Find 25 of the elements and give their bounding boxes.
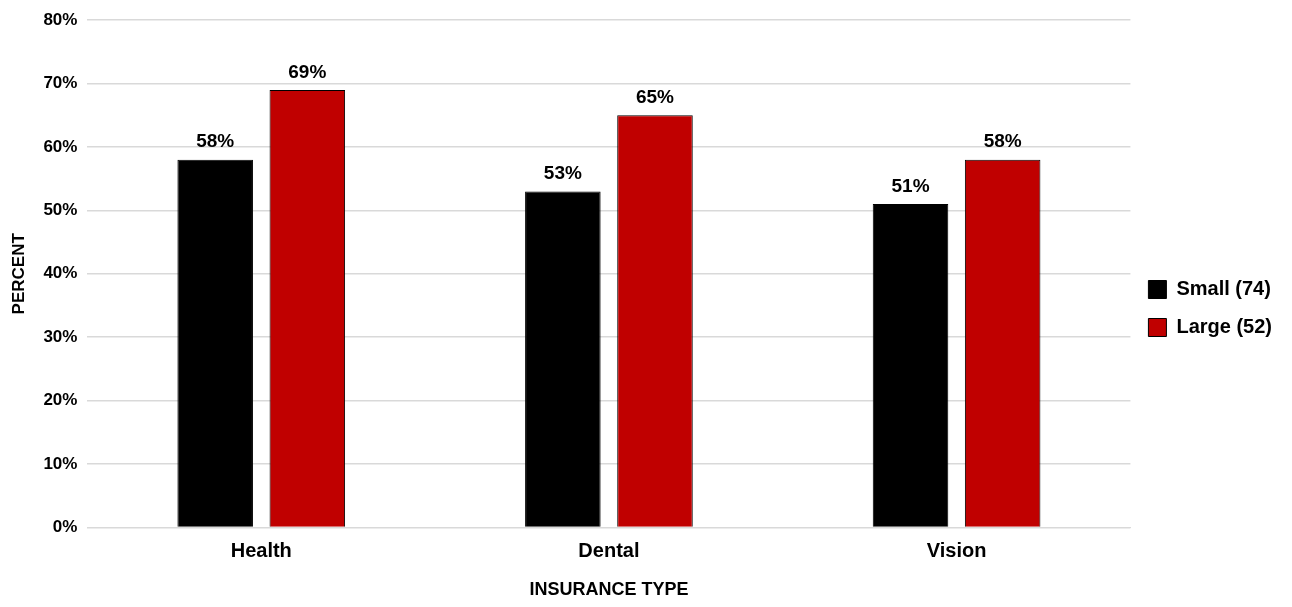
y-tick-label: 70%: [43, 73, 78, 93]
y-tick-label: 30%: [43, 326, 78, 346]
data-label: 51%: [891, 174, 930, 196]
legend-label: Large (52): [1176, 315, 1273, 338]
data-label: 53%: [543, 162, 582, 184]
x-tick-label: Vision: [926, 538, 987, 561]
bar: [177, 159, 253, 527]
y-tick-label: 10%: [43, 453, 78, 473]
bar: [872, 204, 949, 527]
y-tick-label: 0%: [52, 517, 78, 537]
y-tick-label: 20%: [43, 390, 78, 410]
x-tick-label: Dental: [578, 538, 640, 561]
y-tick-label: 80%: [43, 9, 78, 29]
x-tick-label: Health: [230, 538, 292, 561]
y-tick-label: 50%: [43, 200, 78, 220]
y-tick-label: 60%: [43, 136, 78, 156]
data-label: 65%: [635, 86, 675, 108]
data-label: 58%: [196, 130, 235, 152]
x-axis-title: INSURANCE TYPE: [529, 579, 689, 600]
y-axis-title: PERCENT: [8, 232, 28, 315]
data-label: 58%: [983, 130, 1022, 152]
data-label: 69%: [288, 60, 327, 82]
bar: [525, 191, 601, 527]
y-tick-label: 40%: [43, 263, 78, 283]
legend-label: Small (74): [1176, 277, 1271, 300]
